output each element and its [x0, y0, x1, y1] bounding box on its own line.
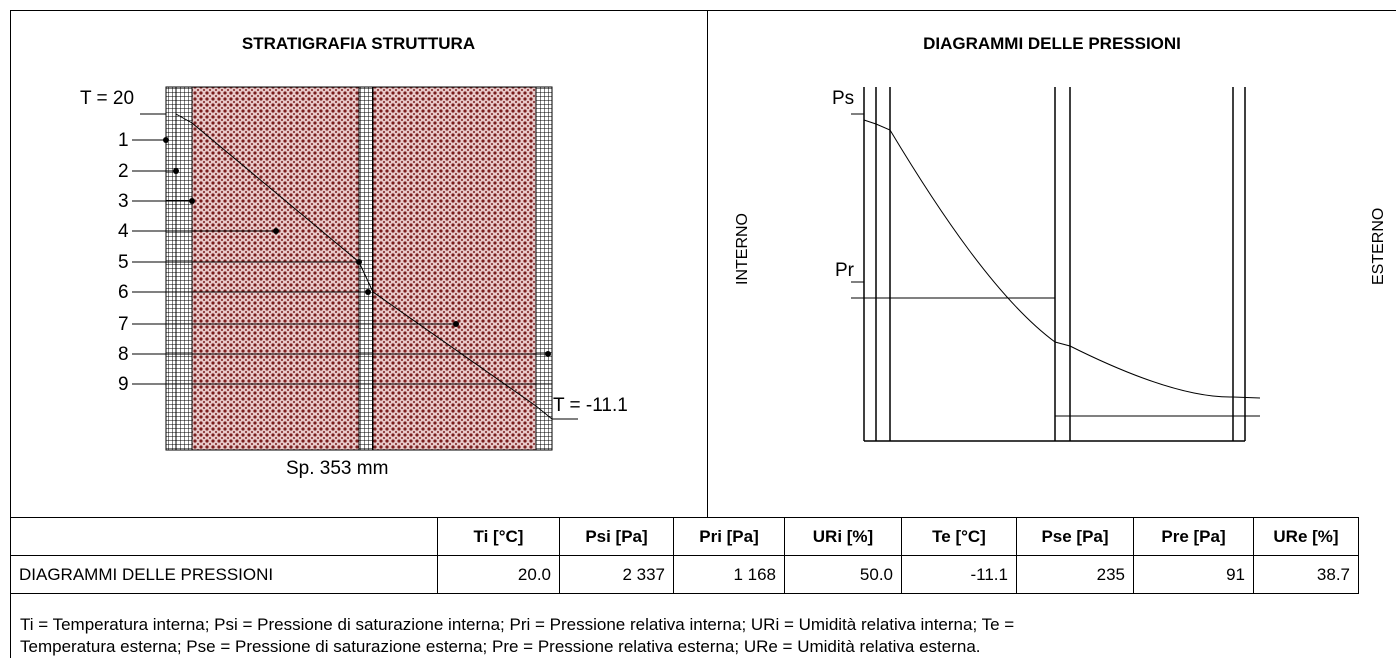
- table-header-row: Ti [°C] Psi [Pa] Pri [Pa] URi [%] Te [°C…: [10, 517, 1359, 556]
- point-label-5: 5: [118, 252, 129, 273]
- table-header-pre: Pre [Pa]: [1133, 517, 1254, 556]
- pr-label: Pr: [835, 260, 855, 281]
- cell-uri: 50.0: [784, 555, 902, 594]
- point-label-2: 2: [118, 161, 129, 182]
- point-markers: 1 2 3 4 5 6 7 8 9: [118, 130, 552, 395]
- table-row: DIAGRAMMI DELLE PRESSIONI 20.0 2 337 1 1…: [10, 555, 1359, 594]
- interno-label: INTERNO: [734, 213, 751, 285]
- row-label: DIAGRAMMI DELLE PRESSIONI: [10, 555, 438, 594]
- table-header-uri: URi [%]: [784, 517, 902, 556]
- layer-brick-1: [191, 86, 360, 451]
- point-label-4: 4: [118, 221, 129, 242]
- layer-boundaries: [863, 87, 1246, 442]
- cell-ti: 20.0: [437, 555, 560, 594]
- point-label-9: 9: [118, 374, 129, 395]
- layer-brick-2: [372, 86, 537, 451]
- table-header-ti: Ti [°C]: [437, 517, 560, 556]
- layer-insulation-inner: [175, 86, 193, 451]
- pressure-diagram-title: DIAGRAMMI DELLE PRESSIONI: [923, 34, 1181, 53]
- table-header-pri: Pri [Pa]: [673, 517, 785, 556]
- cell-pse: 235: [1016, 555, 1134, 594]
- cell-ure: 38.7: [1253, 555, 1359, 594]
- frame-divider: [707, 10, 708, 517]
- pressure-table: Ti [°C] Psi [Pa] Pri [Pa] URi [%] Te [°C…: [10, 517, 1359, 594]
- table-header-ure: URe [%]: [1253, 517, 1359, 556]
- stratigraphy-diagram: T = 20 T = -11.1 Sp. 353 mm 1 2 3 4 5 6 …: [80, 86, 628, 479]
- cell-te: -11.1: [901, 555, 1017, 594]
- t-inside-label: T = 20: [80, 88, 134, 109]
- table-header-pse: Pse [Pa]: [1016, 517, 1134, 556]
- esterno-label: ESTERNO: [1370, 208, 1387, 285]
- pressure-diagram: INTERNO ESTERNO Ps Pr: [734, 87, 1387, 442]
- ps-label: Ps: [832, 88, 854, 109]
- cell-psi: 2 337: [559, 555, 674, 594]
- point-label-3: 3: [118, 191, 129, 212]
- saturation-pressure-curve: [863, 119, 1261, 399]
- table-header-te: Te [°C]: [901, 517, 1017, 556]
- stratigraphy-title: STRATIGRAFIA STRUTTURA: [241, 34, 476, 53]
- thickness-label: Sp. 353 mm: [286, 458, 388, 479]
- cell-pre: 91: [1133, 555, 1254, 594]
- t-outside-label: T = -11.1: [553, 395, 628, 416]
- relative-pressure-line: [851, 297, 1260, 417]
- frame-top-border: [10, 10, 1396, 11]
- legend-line-1: Ti = Temperatura interna; Psi = Pression…: [20, 615, 1015, 634]
- layer-plaster-outer: [535, 86, 553, 451]
- temperature-profile: [175, 113, 553, 420]
- cell-pri: 1 168: [673, 555, 785, 594]
- table-header-label: [10, 517, 438, 556]
- point-label-8: 8: [118, 344, 129, 365]
- point-label-7: 7: [118, 314, 129, 335]
- frame-left-border: [10, 10, 11, 658]
- point-label-6: 6: [118, 282, 129, 303]
- legend-line-2: Temperatura esterna; Pse = Pressione di …: [20, 637, 981, 656]
- layer-mid: [358, 86, 374, 451]
- table-header-psi: Psi [Pa]: [559, 517, 674, 556]
- point-label-1: 1: [118, 130, 129, 151]
- legend-text: Ti = Temperatura interna; Psi = Pression…: [20, 614, 1390, 658]
